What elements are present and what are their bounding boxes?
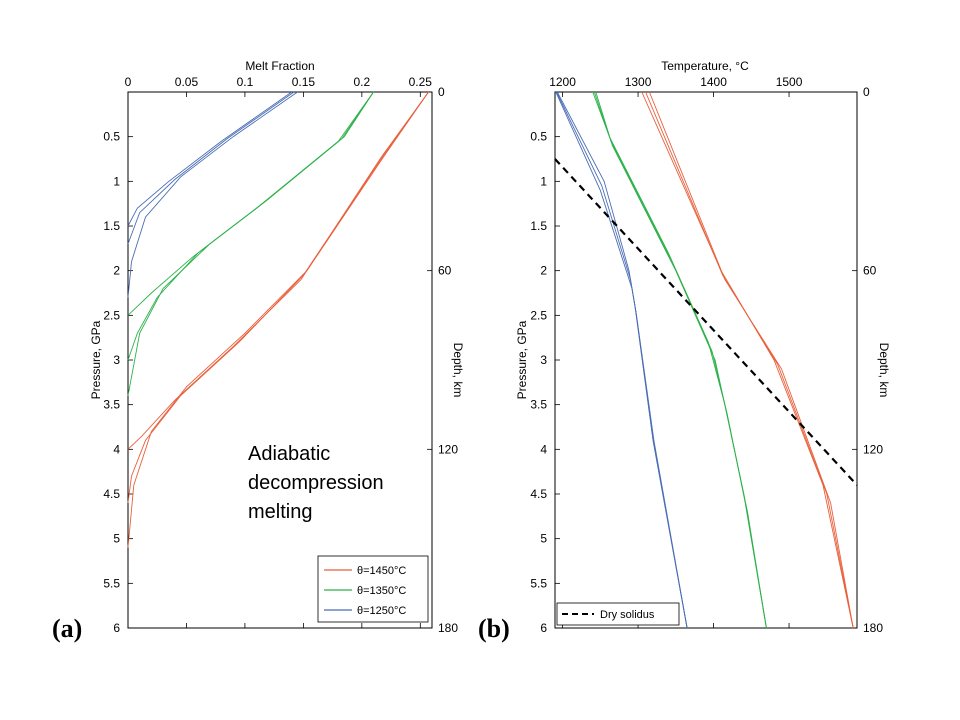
b-ytick-label: 3.5 xyxy=(530,398,547,412)
panel-a-ticks: 0 0.05 0.1 0.15 0.2 0.25 0.5 1 1.5 2 2.5 3 3.5 4 4.5 5 5… xyxy=(103,75,458,635)
panel-b-xlabel: Temperature, °C xyxy=(661,59,749,73)
panel-b-ylabel: Pressure, GPa xyxy=(515,320,529,399)
b-curve-series-0-variant-2 xyxy=(648,91,854,629)
a-ytick-label: 1 xyxy=(113,174,120,188)
panel-a-xlabel: Melt Fraction xyxy=(245,59,314,73)
a-curve-series-2-variant-2 xyxy=(127,91,292,227)
a-xtick-label: 0.05 xyxy=(175,75,199,89)
b-ytick-label: 5.5 xyxy=(530,576,547,590)
b-ytick-label: 0.5 xyxy=(530,130,547,144)
b-curve-series-0-variant-1 xyxy=(645,91,854,629)
b-xtick-label: 1300 xyxy=(625,75,652,89)
annotation-line-3: melting xyxy=(248,501,312,523)
a-ytick-label: 5 xyxy=(113,532,120,546)
panel-b-legend: Dry solidus xyxy=(556,602,680,626)
a-curve-series-1-variant-0 xyxy=(127,91,374,396)
b-ytick-label: 2.5 xyxy=(530,308,547,322)
a-y2tick-label: 120 xyxy=(438,442,458,456)
a-curve-series-1-variant-2 xyxy=(127,91,374,316)
annotation-line-1: Adiabatic xyxy=(248,443,330,465)
b-xtick-label: 1500 xyxy=(776,75,803,89)
a-ytick-label: 4.5 xyxy=(103,487,120,501)
panel-a-annotation: Adiabatic decompression melting xyxy=(248,443,389,523)
b-curve-series-2-variant-1 xyxy=(556,91,688,629)
b-xtick-label: 1400 xyxy=(700,75,727,89)
panel-a-letter: (a) xyxy=(52,614,82,643)
panel-a-curves xyxy=(127,91,429,548)
a-curve-series-2-variant-0 xyxy=(127,91,298,298)
a-ytick-label: 4 xyxy=(113,442,120,456)
panel-b-frame xyxy=(554,91,858,629)
a-xtick-label: 0.15 xyxy=(292,75,316,89)
panel-a-ylabel: Pressure, GPa xyxy=(89,320,103,399)
a-ytick-label: 6 xyxy=(113,621,120,635)
a-curve-series-0-variant-1 xyxy=(127,91,429,503)
legend-box-b xyxy=(556,602,680,626)
a-y2tick-label: 180 xyxy=(438,621,458,635)
a-xtick-label: 0 xyxy=(125,75,132,89)
a-ytick-label: 3.5 xyxy=(103,398,120,412)
b-ytick-label: 2 xyxy=(540,264,547,278)
dry-solidus-line xyxy=(554,158,858,486)
a-xtick-label: 0.1 xyxy=(237,75,254,89)
panel-b-y2label: Depth, km xyxy=(877,343,891,398)
a-y2tick-label: 0 xyxy=(438,85,445,99)
a-xtick-label: 0.2 xyxy=(354,75,371,89)
panel-b-ticks: 1200 1300 1400 15000.511.522.533.544.555.56… xyxy=(530,75,883,635)
b-ytick-label: 4.5 xyxy=(530,487,547,501)
b-curve-series-2-variant-2 xyxy=(555,91,688,629)
b-y2tick-label: 180 xyxy=(863,621,883,635)
legend-label-1450: θ=1450°C xyxy=(357,565,406,577)
b-curve-series-1-variant-1 xyxy=(593,91,767,629)
b-ytick-label: 5 xyxy=(540,532,547,546)
annotation-line-2: decompression xyxy=(248,472,384,494)
a-xtick-label: 0.25 xyxy=(409,75,433,89)
panel-a: Melt Fraction Pressure, GPa Depth, km (a… xyxy=(52,59,465,643)
b-curve-series-0-variant-0 xyxy=(641,91,854,629)
b-y2tick-label: 0 xyxy=(863,85,870,99)
panel-b-curves xyxy=(555,91,854,629)
b-xtick-label: 1200 xyxy=(549,75,576,89)
a-ytick-label: 3 xyxy=(113,353,120,367)
a-ytick-label: 1.5 xyxy=(103,219,120,233)
a-curve-series-2-variant-1 xyxy=(127,91,295,245)
b-y2tick-label: 120 xyxy=(863,442,883,456)
b-ytick-label: 6 xyxy=(540,621,547,635)
panel-a-y2label: Depth, km xyxy=(451,343,465,398)
a-curve-series-0-variant-0 xyxy=(127,91,429,548)
legend-label-1350: θ=1350°C xyxy=(357,585,406,597)
panel-a-frame xyxy=(127,91,433,629)
a-ytick-label: 0.5 xyxy=(103,130,120,144)
panel-b: Temperature, °C Pressure, GPa Depth, km … xyxy=(478,59,891,643)
a-ytick-label: 2.5 xyxy=(103,308,120,322)
b-ytick-label: 4 xyxy=(540,442,547,456)
a-y2tick-label: 60 xyxy=(438,264,452,278)
b-curve-series-1-variant-2 xyxy=(595,91,767,629)
a-ytick-label: 2 xyxy=(113,264,120,278)
b-ytick-label: 1.5 xyxy=(530,219,547,233)
legend-box xyxy=(317,555,429,623)
panel-b-letter: (b) xyxy=(478,614,510,643)
a-curve-series-0-variant-2 xyxy=(127,91,429,450)
panel-a-legend: θ=1450°C θ=1350°C θ=1250°C xyxy=(317,555,429,623)
b-y2tick-label: 60 xyxy=(863,264,877,278)
legend-label-dry-solidus: Dry solidus xyxy=(600,609,655,621)
a-ytick-label: 5.5 xyxy=(103,576,120,590)
b-curve-series-2-variant-0 xyxy=(556,91,688,629)
legend-label-1250: θ=1250°C xyxy=(357,605,406,617)
b-ytick-label: 1 xyxy=(540,174,547,188)
b-ytick-label: 3 xyxy=(540,353,547,367)
